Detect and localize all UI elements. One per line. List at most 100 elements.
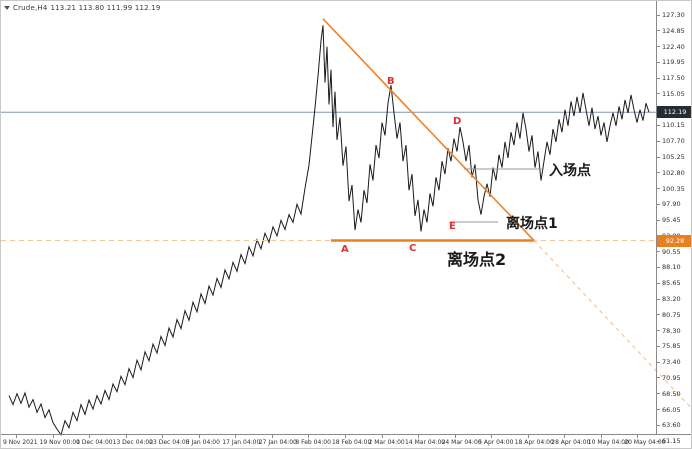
time-axis-tick [600,435,602,438]
price-axis-tick [657,440,660,442]
price-axis-label: 107.70 [662,137,685,146]
price-axis-tick [657,409,660,410]
price-axis-label: 70.95 [662,373,681,382]
time-axis-tick [52,435,54,438]
price-axis-tick [657,393,660,395]
time-axis-tick [454,435,456,438]
price-axis-label: 63.60 [662,421,681,430]
price-axis-tick [657,77,660,79]
time-axis-label: 9 Nov 2021 [3,439,38,446]
price-axis-tick [657,188,660,190]
trendline-solid[interactable] [322,18,535,242]
price-series-path [8,25,650,437]
price-axis-label: 117.50 [662,74,685,83]
symbol-dropdown-icon[interactable] [4,6,10,10]
price-axis-label: 115.05 [662,89,685,98]
price-axis-label: 122.40 [662,42,685,51]
current-price-tag: 112.19 [657,106,691,118]
symbol-quote-bar: Crude,H4 113.21 113.80 111.99 112.19 [4,4,161,12]
price-axis-tick [657,30,660,32]
price-axis-label: 127.30 [662,11,685,19]
time-axis-label: 17 Jan 04:00 [222,439,261,446]
time-axis-label: 23 Dec 04:00 [149,439,190,446]
price-axis-tick [657,219,660,221]
price-axis-tick [657,93,660,95]
price-axis-label: 105.25 [662,153,685,162]
price-axis-label: 75.85 [662,342,681,351]
price-axis-tick [657,14,660,16]
time-axis-label: 18 Feb 04:00 [331,439,372,446]
price-axis-tick [657,251,660,253]
price-axis-label: 73.40 [662,358,681,367]
time-axis-label: 1 Dec 04:00 [76,439,113,446]
time-axis-tick [125,435,127,438]
time-axis-label: 10 May 04:00 [587,439,629,446]
price-axis-label: 80.75 [662,310,681,319]
price-axis-label: 61.15 [662,437,681,446]
price-axis-label: 97.90 [662,200,681,209]
wave-letter-c: C [409,243,417,254]
time-axis-label: 27 Jan 04:00 [258,439,297,446]
wave-letter-d: D [453,116,462,127]
time-axis-label: 28 Apr 04:00 [551,439,591,446]
time-axis-tick [235,435,237,438]
price-axis-label: 83.20 [662,295,681,304]
time-axis-tick [162,435,164,438]
price-axis-label: 68.50 [662,389,681,398]
price-axis-tick [657,377,660,379]
time-axis-tick [418,435,420,438]
price-axis-tick [657,314,660,316]
time-axis-label: 13 Dec 04:00 [112,439,153,446]
time-axis-label: 14 Mar 04:00 [405,439,446,446]
price-axis-label: 124.85 [662,26,685,35]
wave-letter-a: A [341,244,349,255]
price-axis-tick [657,61,660,63]
price-axis-tick [657,361,660,363]
exit-point-1-annotation: 离场点1 [506,216,558,232]
time-axis-tick [308,435,310,438]
price-axis-tick [657,172,660,174]
price-axis-label: 88.10 [662,263,681,272]
price-axis-tick [657,298,660,300]
price-axis-label: 100.35 [662,184,685,193]
time-axis-tick [637,435,639,438]
time-axis-tick [491,435,493,438]
exit-point-2-annotation: 离场点2 [447,250,507,269]
support-price-tag: 92.28 [657,235,691,247]
time-axis-label: 19 Nov 00:00 [39,439,80,446]
symbol-name: Crude,H4 [13,4,48,12]
price-axis-label: 102.80 [662,168,685,177]
price-axis-label: 78.30 [662,326,681,335]
price-axis[interactable]: 127.30 124.85 122.40 119.95 117.50 115.05 112.… [656,1,691,445]
time-axis-label: 5 Apr 04:00 [478,439,514,446]
time-axis-label: 2 Mar 04:00 [368,439,405,446]
price-axis-tick [657,424,660,426]
price-axis-tick [657,345,660,347]
price-axis-label: 95.45 [662,216,681,225]
price-axis-tick [657,140,660,142]
wave-letter-e: E [449,221,456,232]
time-axis[interactable]: 9 Nov 2021 19 Nov 00:00 1 Dec 04:00 13 Dec … [1,434,691,448]
price-axis-label: 90.55 [662,247,681,256]
price-axis-tick [657,330,660,332]
price-axis-label: 119.95 [662,58,685,67]
time-axis-tick [89,435,91,438]
price-axis-tick [657,203,660,205]
price-axis-tick [657,282,660,284]
price-axis-tick [657,124,660,126]
price-axis-label: 66.05 [662,405,681,414]
price-axis-label: 110.15 [662,121,685,130]
time-axis-tick [16,435,17,438]
price-axis-tick [657,156,660,158]
time-axis-tick [271,435,273,438]
time-axis-tick [344,435,346,438]
time-axis-label: 18 Apr 04:00 [514,439,554,446]
price-axis-tick [657,266,660,268]
time-axis-label: 20 May 04:00 [624,439,666,446]
time-axis-tick [198,435,200,438]
price-axis-label: 85.65 [662,279,681,288]
entry-point-annotation: 入场点 [549,163,591,179]
time-axis-label: 24 Mar 04:00 [441,439,482,446]
